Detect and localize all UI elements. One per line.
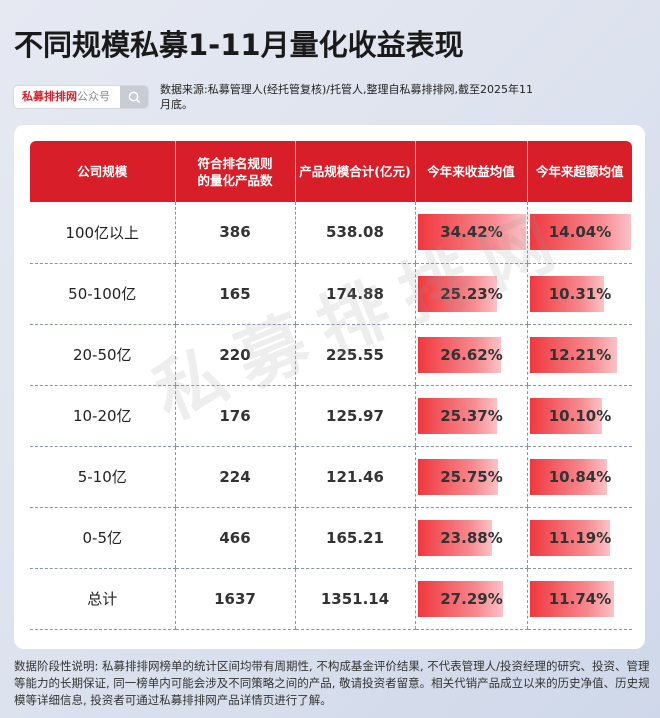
column-header: 符合排名规则的量化产品数 [174, 141, 295, 202]
cell-scale: 20-50亿 [30, 324, 175, 386]
cell-aum: 174.88 [294, 263, 415, 325]
returns-table: 公司规模 符合排名规则的量化产品数 产品规模合计(亿元) 今年来收益均值 今年来超额均值… [30, 141, 632, 630]
excess-value: 11.19% [548, 528, 612, 547]
excess-value: 10.31% [548, 284, 612, 303]
cell-excess: 10.10% [526, 385, 632, 447]
ret-value: 25.37% [440, 406, 503, 425]
column-header: 公司规模 [30, 141, 175, 202]
cell-ret: 34.42% [414, 202, 527, 264]
column-header: 今年来收益均值 [414, 141, 527, 202]
excess-bar: 12.21% [529, 336, 618, 373]
excess-bar: 11.74% [529, 580, 614, 617]
excess-bar: 14.04% [529, 214, 631, 251]
table-row: 0-5亿 466 165.21 23.88% 11.19% [30, 507, 632, 569]
cell-ret: 25.23% [414, 263, 527, 325]
cell-ret: 25.37% [414, 385, 527, 447]
excess-value: 14.04% [548, 223, 612, 242]
page-title: 不同规模私募1-11月量化收益表现 [14, 28, 464, 62]
table-row: 总计 1637 1351.14 27.29% 11.74% [30, 568, 632, 630]
ret-bar: 25.75% [417, 458, 503, 495]
cell-ret: 25.75% [414, 446, 527, 508]
ret-value: 26.62% [440, 345, 503, 364]
column-header: 产品规模合计(亿元) [294, 141, 415, 202]
cell-ret: 26.62% [414, 324, 527, 386]
ret-value: 27.29% [440, 589, 503, 608]
cell-ret: 23.88% [414, 507, 527, 569]
ret-bar: 34.42% [417, 214, 526, 251]
cell-count: 1637 [174, 568, 295, 630]
cell-excess: 11.74% [526, 568, 632, 630]
cell-scale: 100亿以上 [30, 202, 175, 264]
cell-count: 224 [174, 446, 295, 508]
cell-excess: 12.21% [526, 324, 632, 386]
table-row: 5-10亿 224 121.46 25.75% 10.84% [30, 446, 632, 508]
ret-value: 34.42% [440, 223, 503, 242]
cell-excess: 11.19% [526, 507, 632, 569]
excess-bar: 10.31% [529, 275, 611, 312]
excess-value: 10.84% [548, 467, 612, 486]
table-row: 50-100亿 165 174.88 25.23% 10.31% [30, 263, 632, 325]
search-box[interactable]: 私募排排网 公众号 [13, 85, 149, 109]
search-brand: 私募排排网 [22, 90, 77, 103]
excess-bar: 10.84% [529, 458, 611, 495]
excess-bar: 11.19% [529, 519, 611, 556]
excess-value: 11.74% [548, 589, 612, 608]
cell-count: 176 [174, 385, 295, 447]
cell-excess: 14.04% [526, 202, 632, 264]
ret-value: 25.75% [440, 467, 503, 486]
ret-bar: 26.62% [417, 336, 503, 373]
table-row: 100亿以上 386 538.08 34.42% 14.04% [30, 202, 632, 264]
column-header: 今年来超额均值 [526, 141, 632, 202]
cell-count: 386 [174, 202, 295, 264]
cell-scale: 5-10亿 [30, 446, 175, 508]
search-suffix: 公众号 [77, 90, 110, 103]
ret-value: 25.23% [440, 284, 503, 303]
table-row: 10-20亿 176 125.97 25.37% 10.10% [30, 385, 632, 447]
cell-scale: 总计 [30, 568, 175, 630]
ret-bar: 25.37% [417, 397, 503, 434]
cell-scale: 50-100亿 [30, 263, 175, 325]
cell-excess: 10.84% [526, 446, 632, 508]
data-source: 数据来源:私募管理人(经托管复核)/托管人,整理自私募排排网,截至2025年11… [160, 83, 533, 111]
cell-count: 220 [174, 324, 295, 386]
cell-excess: 10.31% [526, 263, 632, 325]
ret-bar: 25.23% [417, 275, 503, 312]
excess-bar: 10.10% [529, 397, 611, 434]
cell-aum: 165.21 [294, 507, 415, 569]
disclaimer: 数据阶段性说明: 私募排排网榜单的统计区间均带有周期性, 不构成基金评价结果, … [14, 659, 650, 707]
cell-count: 165 [174, 263, 295, 325]
table-card: 公司规模 符合排名规则的量化产品数 产品规模合计(亿元) 今年来收益均值 今年来超额均值… [14, 125, 645, 649]
ret-value: 23.88% [440, 528, 503, 547]
cell-count: 466 [174, 507, 295, 569]
ret-bar: 27.29% [417, 580, 504, 617]
cell-aum: 225.55 [294, 324, 415, 386]
cell-aum: 538.08 [294, 202, 415, 264]
table-row: 20-50亿 220 225.55 26.62% 12.21% [30, 324, 632, 386]
excess-value: 10.10% [548, 406, 612, 425]
search-icon[interactable] [120, 86, 148, 108]
cell-scale: 0-5亿 [30, 507, 175, 569]
cell-aum: 121.46 [294, 446, 415, 508]
ret-bar: 23.88% [417, 519, 503, 556]
cell-scale: 10-20亿 [30, 385, 175, 447]
cell-ret: 27.29% [414, 568, 527, 630]
excess-value: 12.21% [548, 345, 612, 364]
cell-aum: 125.97 [294, 385, 415, 447]
cell-aum: 1351.14 [294, 568, 415, 630]
